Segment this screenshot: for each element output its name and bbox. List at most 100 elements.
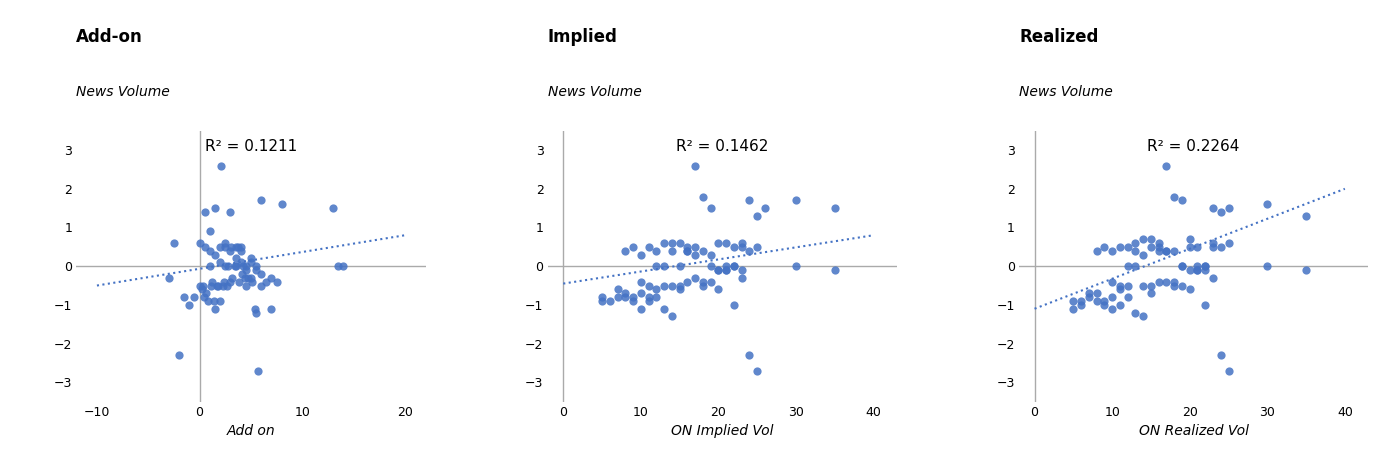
Point xyxy=(629,278,651,285)
Point xyxy=(746,243,768,251)
Point xyxy=(622,293,644,301)
Point xyxy=(244,305,267,312)
Point xyxy=(722,301,745,309)
Point xyxy=(707,266,729,274)
Text: News Volume: News Volume xyxy=(1020,85,1113,99)
Point xyxy=(1063,297,1085,305)
Point xyxy=(233,274,256,282)
Point xyxy=(614,293,636,301)
Point xyxy=(1201,243,1224,251)
Point xyxy=(1156,247,1178,255)
Point xyxy=(785,262,807,270)
Point xyxy=(731,266,753,274)
Point xyxy=(207,282,229,289)
Point xyxy=(1171,197,1193,204)
Point xyxy=(228,278,250,285)
Text: News Volume: News Volume xyxy=(76,85,169,99)
Point xyxy=(1108,243,1131,251)
Point xyxy=(739,352,761,359)
Point xyxy=(250,282,272,289)
Point xyxy=(208,259,231,266)
Point xyxy=(229,243,251,251)
Point xyxy=(590,293,613,301)
Point xyxy=(235,266,257,274)
Point xyxy=(1093,301,1115,309)
Point xyxy=(199,247,221,255)
Point xyxy=(1093,243,1115,251)
Point xyxy=(638,297,660,305)
Point xyxy=(700,205,722,212)
Point xyxy=(1210,243,1232,251)
X-axis label: ON Realized Vol: ON Realized Vol xyxy=(1139,425,1249,439)
Point xyxy=(235,262,257,270)
Point xyxy=(1295,212,1317,219)
Point xyxy=(731,274,753,282)
Point xyxy=(260,274,282,282)
Point xyxy=(824,205,846,212)
Point xyxy=(661,282,683,289)
Point xyxy=(1108,286,1131,293)
Point xyxy=(174,293,196,301)
Point xyxy=(731,239,753,247)
Point xyxy=(646,262,668,270)
Point xyxy=(214,262,236,270)
Point xyxy=(692,193,714,200)
Point xyxy=(201,278,224,285)
Point xyxy=(168,352,190,359)
Point xyxy=(668,262,690,270)
Point xyxy=(1171,262,1193,270)
Point xyxy=(668,286,690,293)
Point xyxy=(722,262,745,270)
Point xyxy=(1195,262,1217,270)
Point xyxy=(1163,282,1185,289)
Point xyxy=(1132,235,1154,243)
Point xyxy=(1179,235,1201,243)
Point xyxy=(199,262,221,270)
Point xyxy=(332,262,354,270)
Point xyxy=(219,278,242,285)
Point xyxy=(731,243,753,251)
Point xyxy=(328,262,350,270)
Point xyxy=(707,266,729,274)
Point xyxy=(1124,247,1146,255)
Point xyxy=(692,278,714,285)
Point xyxy=(1117,293,1139,301)
Point xyxy=(247,367,269,375)
Point xyxy=(715,266,738,274)
Point xyxy=(1124,262,1146,270)
Point xyxy=(240,278,263,285)
Point xyxy=(1163,278,1185,285)
Point xyxy=(1147,247,1170,255)
Point xyxy=(193,208,215,216)
X-axis label: Add on: Add on xyxy=(226,425,275,439)
Point xyxy=(1124,239,1146,247)
Point xyxy=(1117,243,1139,251)
Point xyxy=(1256,200,1278,208)
Point xyxy=(1156,247,1178,255)
Point xyxy=(1163,247,1185,255)
Point xyxy=(1186,243,1208,251)
Point xyxy=(653,282,675,289)
Point xyxy=(715,262,738,270)
Point xyxy=(653,239,675,247)
Point xyxy=(707,239,729,247)
Text: R² = 0.2264: R² = 0.2264 xyxy=(1147,139,1240,154)
Point xyxy=(668,239,690,247)
Point xyxy=(1217,239,1239,247)
Point xyxy=(1210,208,1232,216)
Point xyxy=(1078,293,1100,301)
Point xyxy=(692,247,714,255)
Point xyxy=(754,205,776,212)
Point xyxy=(193,293,215,301)
Point xyxy=(204,205,226,212)
Point xyxy=(683,274,706,282)
Point xyxy=(208,297,231,305)
Point xyxy=(1186,262,1208,270)
Point xyxy=(210,162,232,170)
Point xyxy=(722,262,745,270)
Point xyxy=(1101,293,1124,301)
Point xyxy=(1195,301,1217,309)
Point xyxy=(244,309,267,316)
Point xyxy=(1117,282,1139,289)
Point xyxy=(226,243,249,251)
